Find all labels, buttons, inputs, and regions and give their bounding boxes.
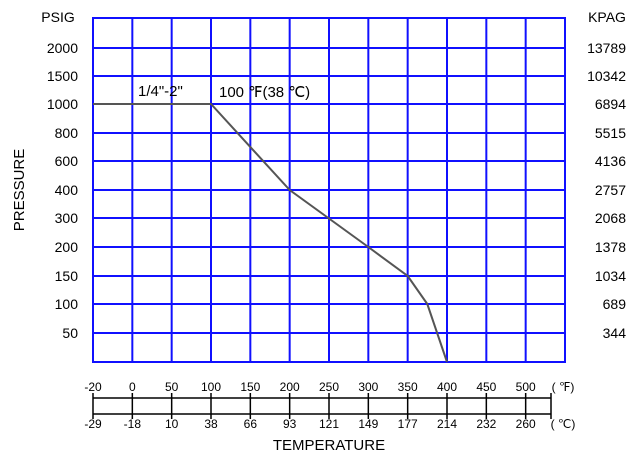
chart-grid <box>92 17 566 363</box>
y-tick-label-right: 10342 <box>587 68 626 84</box>
annotation-size-range: 1/4"-2" <box>138 83 183 100</box>
x-tick-label-c: 177 <box>398 417 418 431</box>
y-tick-label-right: 344 <box>603 325 627 341</box>
x-tick-label-f: 100 <box>201 380 221 394</box>
y-tick-label-left: 50 <box>62 325 78 341</box>
y-tick-label-left: 300 <box>55 210 79 226</box>
x-axis-title: TEMPERATURE <box>273 437 385 454</box>
y-tick-label-left: 100 <box>55 296 79 312</box>
y-tick-label-left: 600 <box>55 153 79 169</box>
y-tick-label-right: 2757 <box>595 182 626 198</box>
x-tick-label-c: 149 <box>358 417 378 431</box>
x-tick-label-c: 93 <box>283 417 297 431</box>
chart-series <box>93 103 448 363</box>
y-tick-label-right: 5515 <box>595 125 626 141</box>
x-tick-label-f: 450 <box>476 380 496 394</box>
x-tick-label-f: 500 <box>516 380 536 394</box>
y-tick-label-left: 400 <box>55 182 79 198</box>
y-axis-title: PRESSURE <box>11 149 28 232</box>
x-tick-label-f: 350 <box>398 380 418 394</box>
pressure-rating-line <box>93 103 448 363</box>
y-tick-label-right: 4136 <box>595 153 626 169</box>
y-tick-label-left: 1000 <box>47 96 78 112</box>
x-tick-label-c: -29 <box>84 417 102 431</box>
chart-labels: 2000150010008006004003002001501005013789… <box>11 9 626 454</box>
x-tick-label-f: 150 <box>240 380 260 394</box>
x-tick-label-c: 214 <box>437 417 457 431</box>
right-unit-label: KPAG <box>588 9 626 25</box>
x-tick-label-f: 400 <box>437 380 457 394</box>
x-unit-c: ( ℃) <box>551 417 576 431</box>
x-tick-label-f: 200 <box>280 380 300 394</box>
y-tick-label-left: 1500 <box>47 68 78 84</box>
x-tick-label-c: 121 <box>319 417 339 431</box>
left-unit-label: PSIG <box>41 9 74 25</box>
x-tick-label-c: 66 <box>244 417 258 431</box>
x-unit-f: ( ℉) <box>552 380 575 394</box>
x-tick-label-c: 232 <box>476 417 496 431</box>
x-tick-label-c: 38 <box>204 417 218 431</box>
y-tick-label-right: 2068 <box>595 210 626 226</box>
x-tick-label-f: 0 <box>129 380 136 394</box>
x-tick-label-c: 260 <box>516 417 536 431</box>
y-tick-label-left: 2000 <box>47 40 78 56</box>
y-tick-label-right: 1034 <box>595 268 626 284</box>
y-tick-label-left: 800 <box>55 125 79 141</box>
y-tick-label-right: 689 <box>603 296 627 312</box>
x-tick-label-f: 50 <box>165 380 179 394</box>
y-tick-label-left: 200 <box>55 239 79 255</box>
x-tick-label-f: 250 <box>319 380 339 394</box>
y-tick-label-right: 6894 <box>595 96 626 112</box>
chart-axes <box>92 393 552 419</box>
x-tick-label-c: 10 <box>165 417 179 431</box>
annotation-corner-temperature: 100 ℉(38 ℃) <box>219 84 310 101</box>
x-tick-label-c: -18 <box>124 417 142 431</box>
y-tick-label-right: 13789 <box>587 40 626 56</box>
x-tick-label-f: 300 <box>358 380 378 394</box>
y-tick-label-left: 150 <box>55 268 79 284</box>
y-tick-label-right: 1378 <box>595 239 626 255</box>
x-tick-label-f: -20 <box>84 380 102 394</box>
